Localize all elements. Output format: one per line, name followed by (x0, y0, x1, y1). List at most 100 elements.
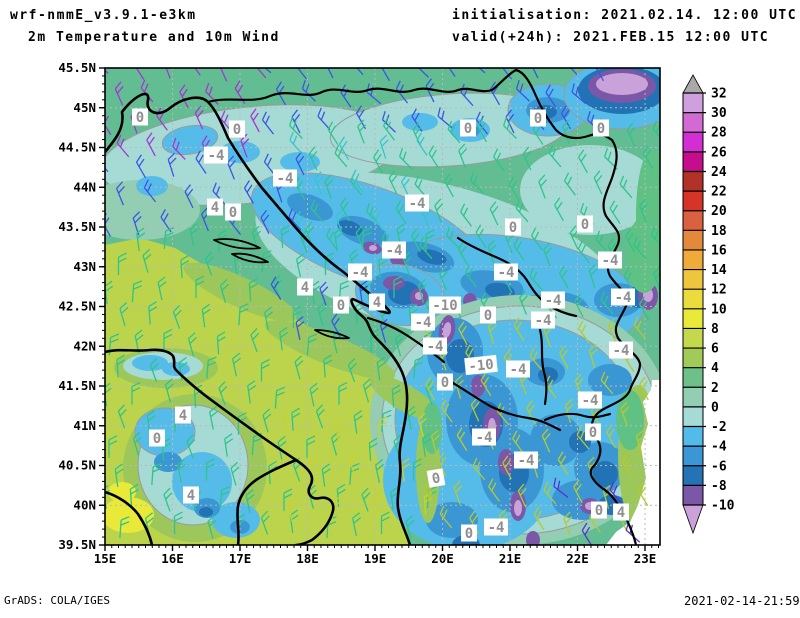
contour-label: 0 (585, 423, 601, 441)
wind-barb (321, 463, 331, 487)
wind-barb (319, 281, 329, 306)
wind-barb (635, 429, 645, 454)
contour-label-value: 4 (211, 200, 219, 216)
contour-label-box (541, 291, 565, 309)
colorbar-band (683, 132, 703, 152)
colorbar-tick-label: -4 (711, 440, 727, 455)
contour-label-box (437, 373, 453, 391)
wind-barb (439, 505, 453, 529)
contour-label-box (183, 486, 199, 504)
wind-barb (413, 356, 424, 379)
wind-barb (338, 382, 348, 405)
contour-label-value: 0 (589, 425, 597, 441)
contour-label-box (514, 451, 538, 469)
wind-barb (334, 144, 348, 168)
contour-label-value: -4 (386, 243, 403, 259)
wind-barb (557, 451, 569, 475)
contour-label-box (405, 194, 429, 212)
lat-tick-label: 42N (73, 338, 96, 353)
wind-barb (334, 227, 344, 252)
wind-barb (543, 481, 557, 505)
wind-barb (205, 82, 219, 105)
wind-barb (405, 514, 415, 539)
wind-barb (554, 197, 564, 222)
wind-barb (499, 68, 513, 80)
render-timestamp: 2021-02-14-21:59 (684, 594, 800, 608)
contour-label-box (149, 429, 165, 447)
wind-barb (475, 224, 487, 248)
wind-barb (189, 223, 199, 247)
temp-blob (105, 180, 200, 240)
wind-barb (350, 68, 364, 76)
colorbar-cap-bottom (682, 504, 704, 535)
wind-barb (117, 404, 127, 429)
colorbar-band (683, 387, 703, 407)
wind-barb (231, 352, 242, 377)
wind-barb (515, 199, 529, 223)
wind-barb (119, 302, 129, 327)
wind-barb (480, 372, 492, 396)
wind-barb (423, 492, 433, 516)
temp-blob (520, 145, 660, 235)
contour-label: -4 (609, 341, 633, 359)
contour-label-box (411, 313, 435, 331)
wind-barb (541, 428, 551, 453)
lat-tick-label: 45N (73, 100, 96, 115)
wind-barb (309, 382, 319, 407)
wind-barb (642, 145, 654, 169)
wind-barb (288, 208, 302, 231)
temp-blob (616, 390, 644, 450)
wind-barb (515, 80, 530, 102)
wind-barb (412, 458, 422, 481)
lat-tick-label: 41N (73, 418, 96, 433)
contour-label-value: -4 (545, 293, 562, 309)
temp-blob (369, 375, 441, 421)
lat-tick-label: 40.5N (58, 458, 96, 473)
coastline-adriatic-east (105, 92, 412, 545)
contour-label-value: -4 (427, 339, 444, 355)
wind-barb (247, 380, 257, 404)
contour-label-box (333, 296, 349, 314)
contour-label-box (225, 203, 241, 221)
wind-barb (308, 146, 318, 171)
wind-barb (116, 354, 126, 378)
wind-barb (625, 228, 635, 253)
lat-tick-label: 40N (73, 497, 96, 512)
colorbar-tick-label: 18 (711, 224, 727, 239)
contour-label: -4 (411, 313, 435, 331)
lon-tick-label: 19E (364, 551, 387, 566)
wind-barb (310, 199, 324, 223)
wind-barb (529, 347, 543, 371)
island-outline (231, 252, 269, 264)
contour-label: 0 (577, 215, 593, 233)
wind-barb (470, 171, 484, 194)
contour-label-box (207, 198, 223, 216)
wind-barb (279, 326, 289, 351)
init-time-label: initialisation: 2021.02.14. 12:00 UTC (452, 8, 798, 23)
wind-barb (326, 227, 338, 251)
wind-barb (505, 109, 515, 134)
wind-barb (340, 197, 350, 222)
contour-label-value: -4 (476, 430, 493, 446)
wind-barb (457, 241, 469, 266)
wind-barb (600, 291, 614, 315)
border-kosovo (446, 378, 562, 432)
wind-barb (361, 487, 371, 512)
contour-label-box (273, 169, 297, 187)
product-title: 2m Temperature and 10m Wind (28, 30, 280, 45)
wind-barb (531, 227, 543, 251)
wind-barb (294, 211, 306, 235)
wind-barb (581, 522, 593, 545)
contour-label: 0 (460, 119, 476, 137)
wind-barb (393, 275, 403, 299)
wind-barb (163, 328, 173, 352)
wind-barb (189, 68, 201, 76)
contour-label-value: -4 (488, 520, 505, 536)
colorbar-tick-label: 2 (711, 381, 719, 396)
wind-barb (187, 332, 197, 357)
wind-barb (248, 278, 258, 302)
wind-barb (562, 119, 572, 144)
contour-label: -4 (506, 360, 530, 378)
